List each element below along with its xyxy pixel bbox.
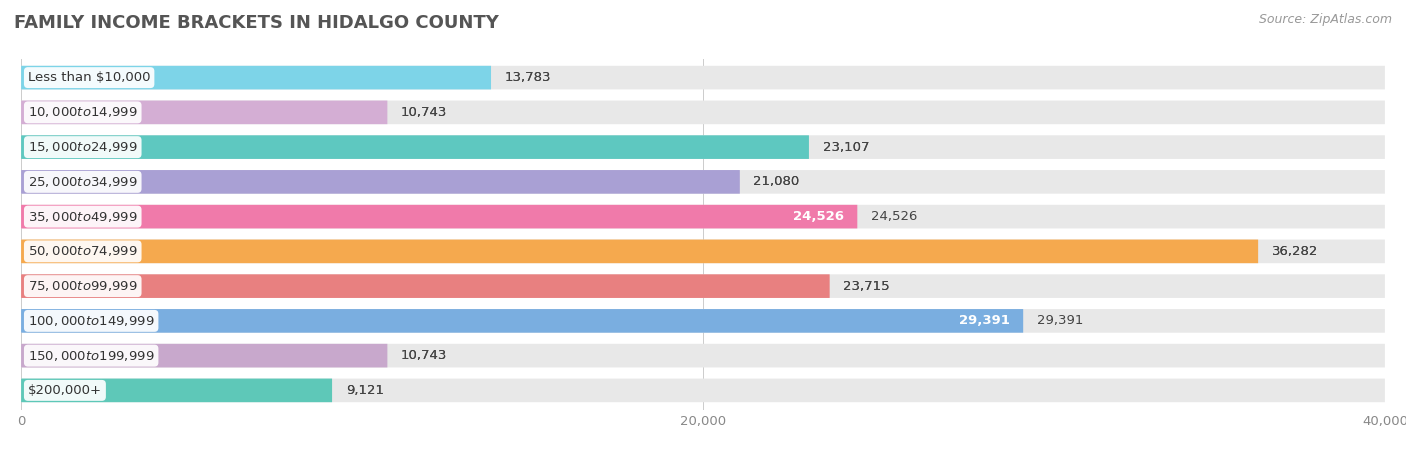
- Text: Less than $10,000: Less than $10,000: [28, 71, 150, 84]
- FancyBboxPatch shape: [21, 135, 808, 159]
- FancyBboxPatch shape: [21, 239, 1385, 263]
- Text: 9,121: 9,121: [346, 384, 384, 397]
- FancyBboxPatch shape: [21, 239, 1258, 263]
- FancyBboxPatch shape: [21, 100, 1385, 124]
- Text: $25,000 to $34,999: $25,000 to $34,999: [28, 175, 138, 189]
- Text: $200,000+: $200,000+: [28, 384, 101, 397]
- Text: 21,080: 21,080: [754, 176, 800, 189]
- Text: 24,526: 24,526: [793, 210, 844, 223]
- Text: 9,121: 9,121: [346, 384, 384, 397]
- Text: 36,282: 36,282: [1272, 245, 1319, 258]
- FancyBboxPatch shape: [21, 170, 740, 194]
- Text: 23,715: 23,715: [844, 279, 890, 292]
- Text: 23,715: 23,715: [844, 279, 890, 292]
- FancyBboxPatch shape: [21, 135, 1385, 159]
- FancyBboxPatch shape: [21, 205, 1385, 229]
- FancyBboxPatch shape: [21, 274, 830, 298]
- FancyBboxPatch shape: [21, 378, 1385, 402]
- FancyBboxPatch shape: [21, 309, 1385, 333]
- FancyBboxPatch shape: [21, 344, 388, 368]
- Text: 24,526: 24,526: [870, 210, 917, 223]
- Text: 10,743: 10,743: [401, 349, 447, 362]
- Text: $100,000 to $149,999: $100,000 to $149,999: [28, 314, 155, 328]
- FancyBboxPatch shape: [21, 66, 1385, 90]
- Text: $75,000 to $99,999: $75,000 to $99,999: [28, 279, 138, 293]
- Text: 13,783: 13,783: [505, 71, 551, 84]
- Text: 23,107: 23,107: [823, 140, 869, 153]
- Text: Source: ZipAtlas.com: Source: ZipAtlas.com: [1258, 14, 1392, 27]
- Text: $150,000 to $199,999: $150,000 to $199,999: [28, 349, 155, 363]
- FancyBboxPatch shape: [21, 170, 1385, 194]
- Text: $35,000 to $49,999: $35,000 to $49,999: [28, 210, 138, 224]
- FancyBboxPatch shape: [21, 378, 332, 402]
- Text: $50,000 to $74,999: $50,000 to $74,999: [28, 244, 138, 258]
- Text: 29,391: 29,391: [959, 315, 1010, 328]
- Text: 21,080: 21,080: [754, 176, 800, 189]
- Text: 10,743: 10,743: [401, 106, 447, 119]
- FancyBboxPatch shape: [21, 205, 858, 229]
- Text: $15,000 to $24,999: $15,000 to $24,999: [28, 140, 138, 154]
- Text: $10,000 to $14,999: $10,000 to $14,999: [28, 105, 138, 119]
- FancyBboxPatch shape: [21, 274, 1385, 298]
- FancyBboxPatch shape: [21, 100, 388, 124]
- Text: 36,282: 36,282: [1272, 245, 1319, 258]
- Text: 13,783: 13,783: [505, 71, 551, 84]
- FancyBboxPatch shape: [21, 66, 491, 90]
- Text: 23,107: 23,107: [823, 140, 869, 153]
- Text: 29,391: 29,391: [1036, 315, 1083, 328]
- FancyBboxPatch shape: [21, 309, 1024, 333]
- Text: 10,743: 10,743: [401, 349, 447, 362]
- Text: FAMILY INCOME BRACKETS IN HIDALGO COUNTY: FAMILY INCOME BRACKETS IN HIDALGO COUNTY: [14, 14, 499, 32]
- Text: 10,743: 10,743: [401, 106, 447, 119]
- FancyBboxPatch shape: [21, 344, 1385, 368]
